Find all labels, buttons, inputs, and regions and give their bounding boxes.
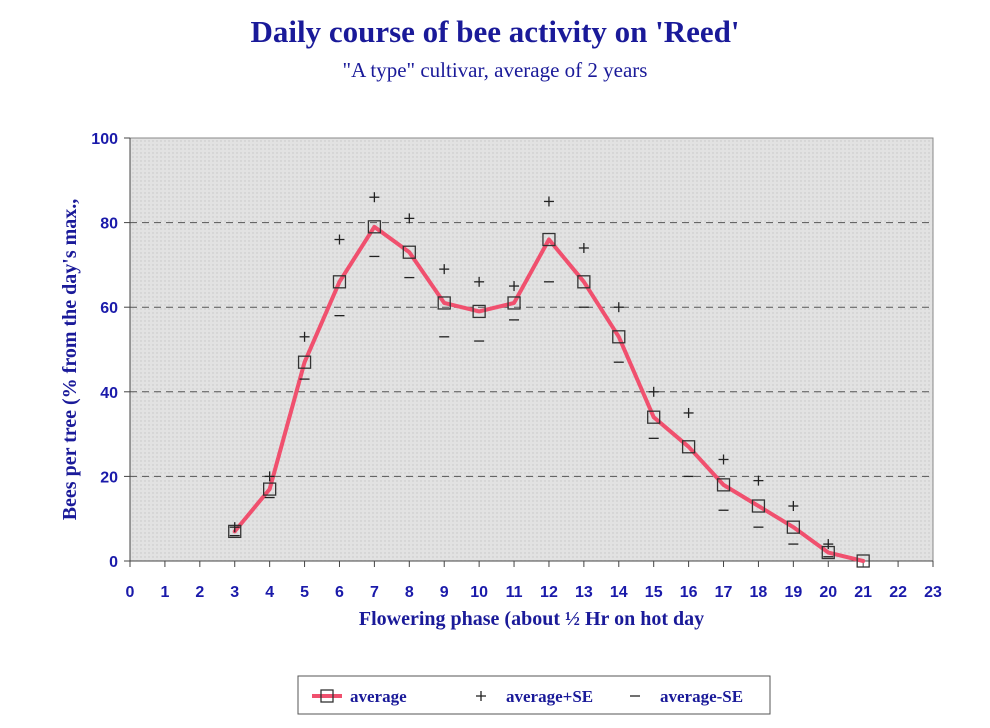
plus-marker	[683, 407, 694, 418]
series-layer	[228, 192, 870, 568]
x-tick-label: 15	[645, 584, 663, 601]
square-marker	[786, 520, 800, 534]
square-marker	[612, 330, 626, 344]
legend: average average+SE average-SE	[297, 675, 771, 715]
y-tick-label: 80	[100, 216, 118, 233]
square-marker	[297, 355, 312, 369]
x-tick-label: 13	[575, 584, 593, 601]
square-marker	[577, 275, 591, 289]
square-marker	[437, 296, 451, 310]
plus-marker	[299, 331, 310, 342]
y-tick-label: 20	[100, 469, 118, 486]
plus-marker	[334, 234, 345, 245]
x-tick-label: 23	[924, 584, 942, 601]
x-tick-label: 0	[126, 584, 135, 601]
square-marker	[507, 296, 521, 310]
plus-marker	[753, 475, 764, 486]
grid-lines	[130, 222, 933, 477]
chart-subtitle: "A type" cultivar, average of 2 years	[342, 58, 648, 82]
square-marker	[681, 440, 696, 454]
x-tick-label: 21	[854, 584, 872, 601]
plus-marker	[264, 471, 275, 482]
series-average-se	[229, 255, 834, 558]
x-tick-label: 12	[540, 584, 558, 601]
x-tick-label: 18	[750, 584, 768, 601]
x-tick-label: 14	[610, 584, 628, 601]
y-tick-label: 60	[100, 300, 118, 317]
x-tick-label: 20	[819, 584, 837, 601]
plus-marker	[613, 302, 624, 313]
square-marker	[472, 304, 486, 319]
plus-marker	[474, 276, 485, 287]
plus-marker	[648, 386, 659, 397]
legend-label-average-plus-se: average+SE	[506, 687, 593, 706]
x-tick-label: 17	[715, 584, 733, 601]
square-marker	[856, 554, 870, 568]
square-marker	[320, 689, 334, 703]
legend-label-average-minus-se: average-SE	[660, 687, 743, 706]
chart-title: Daily course of bee activity on 'Reed'	[250, 14, 740, 49]
x-tick-label: 2	[195, 584, 204, 601]
x-tick-label: 9	[440, 584, 449, 601]
x-tick-label: 10	[470, 584, 488, 601]
plus-marker	[823, 539, 834, 550]
plus-marker	[543, 196, 554, 207]
plus-marker	[439, 264, 450, 275]
x-tick-label: 19	[784, 584, 802, 601]
square-marker	[367, 220, 382, 234]
square-marker	[402, 245, 416, 259]
series-average-se	[229, 192, 834, 550]
legend-label-average: average	[350, 687, 407, 706]
plus-marker	[578, 242, 589, 253]
square-marker	[716, 478, 731, 492]
legend-box	[297, 675, 771, 715]
x-tick-label: 16	[680, 584, 698, 601]
plus-marker	[229, 522, 240, 533]
plus-marker	[718, 454, 729, 465]
x-tick-label: 1	[160, 584, 169, 601]
plus-marker	[476, 691, 486, 701]
x-tick-label: 4	[265, 584, 274, 601]
y-tick-label: 0	[109, 554, 118, 571]
x-tick-label: 5	[300, 584, 309, 601]
x-tick-label: 22	[889, 584, 907, 601]
y-axis-label: Bees per tree (% from the day's max.,	[59, 199, 81, 521]
y-tick-label: 100	[91, 131, 118, 148]
y-tick-label: 40	[100, 385, 118, 402]
plus-marker	[788, 501, 799, 512]
x-tick-label: 11	[506, 584, 523, 601]
square-marker	[542, 232, 556, 247]
x-tick-label: 8	[405, 584, 414, 601]
plus-marker	[509, 281, 520, 292]
plot-area	[129, 137, 934, 562]
average-line	[232, 224, 866, 563]
plus-marker	[369, 192, 380, 203]
square-marker	[263, 482, 277, 496]
x-tick-label: 3	[230, 584, 239, 601]
square-marker	[751, 499, 766, 513]
x-axis-label: Flowering phase (about ½ Hr on hot day	[359, 608, 704, 630]
square-marker	[647, 410, 661, 424]
x-tick-label: 6	[335, 584, 344, 601]
square-marker	[332, 275, 347, 289]
plus-marker	[404, 213, 415, 224]
x-tick-label: 7	[370, 584, 379, 601]
